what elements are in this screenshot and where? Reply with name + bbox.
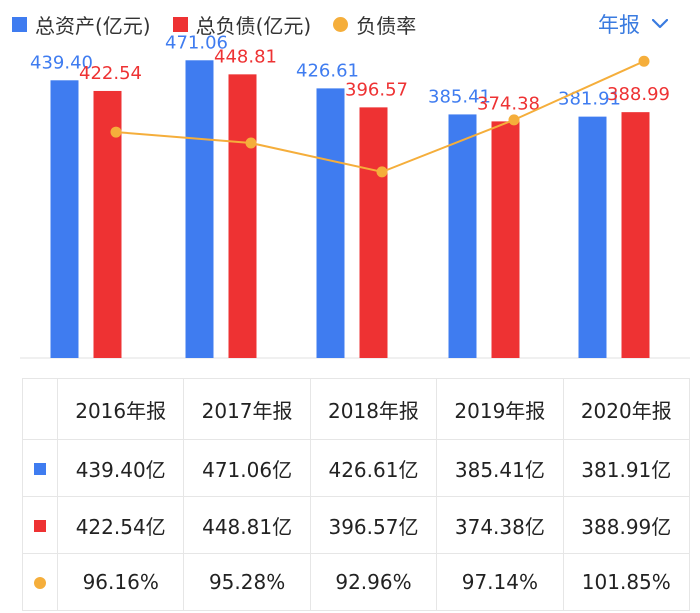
table-cell: 388.99亿 bbox=[562, 496, 691, 554]
data-label-liabilities: 448.81 bbox=[214, 46, 277, 67]
table-cell: 101.85% bbox=[562, 553, 691, 611]
row-marker-cell bbox=[22, 496, 58, 554]
row-marker-cell bbox=[22, 553, 58, 611]
table-row-ratio: 96.16% 95.28% 92.96% 97.14% 101.85% bbox=[22, 553, 691, 611]
table-header-cell: 2019年报 bbox=[436, 378, 564, 440]
table-cell: 439.40亿 bbox=[56, 439, 185, 497]
table-cell: 422.54亿 bbox=[56, 496, 185, 554]
table-cell: 448.81亿 bbox=[183, 496, 311, 554]
bar-assets-2016年报 bbox=[50, 80, 79, 359]
table-cell: 385.41亿 bbox=[436, 439, 564, 497]
bar-assets-2018年报 bbox=[316, 88, 345, 358]
ratio-point-2020年报 bbox=[638, 55, 650, 67]
data-label-assets: 426.61 bbox=[296, 60, 359, 81]
table-cell: 396.57亿 bbox=[309, 496, 438, 554]
bar-assets-2020年报 bbox=[578, 116, 607, 359]
table-row-liabilities: 422.54亿 448.81亿 396.57亿 374.38亿 388.99亿 bbox=[22, 496, 691, 554]
data-label-liabilities: 388.99 bbox=[607, 84, 670, 105]
table-cell: 92.96% bbox=[309, 553, 438, 611]
chevron-down-icon bbox=[652, 19, 668, 29]
ratio-marker-icon bbox=[34, 577, 46, 589]
table-cell: 381.91亿 bbox=[562, 439, 691, 497]
data-label-assets: 471.06 bbox=[165, 32, 228, 53]
assets-marker-icon bbox=[34, 463, 46, 475]
bar-assets-2019年报 bbox=[448, 114, 477, 358]
table-cell: 95.28% bbox=[183, 553, 311, 611]
bar-liabilities-2018年报 bbox=[359, 107, 388, 358]
data-label-assets: 385.41 bbox=[428, 86, 491, 107]
data-label-liabilities: 374.38 bbox=[477, 93, 540, 114]
bar-assets-2017年报 bbox=[185, 60, 214, 359]
ratio-point-2019年报 bbox=[508, 114, 520, 126]
legend-label-liabilities: 总负债(亿元) bbox=[195, 13, 312, 38]
ratio-point-2016年报 bbox=[110, 126, 122, 138]
data-label-liabilities: 422.54 bbox=[79, 63, 142, 84]
table-header-cell: 2017年报 bbox=[183, 378, 311, 440]
legend-item-ratio[interactable]: 负债率 bbox=[333, 10, 416, 39]
table-corner-cell bbox=[22, 378, 58, 440]
table-cell: 426.61亿 bbox=[309, 439, 438, 497]
legend-item-assets[interactable]: 总资产(亿元) bbox=[12, 10, 151, 39]
table-cell: 97.14% bbox=[436, 553, 564, 611]
period-selector-label: 年报 bbox=[598, 13, 640, 37]
chart-legend: 总资产(亿元) 总负债(亿元) 负债率 bbox=[12, 6, 438, 42]
table-header-cell: 2016年报 bbox=[56, 378, 185, 440]
ratio-point-2018年报 bbox=[376, 166, 388, 178]
legend-swatch-liabilities bbox=[172, 16, 188, 32]
data-label-assets: 439.40 bbox=[30, 52, 93, 73]
legend-label-assets: 总资产(亿元) bbox=[35, 13, 151, 38]
row-marker-cell bbox=[22, 439, 58, 497]
legend-item-liabilities[interactable]: 总负债(亿元) bbox=[172, 10, 312, 39]
table-header-row: 2016年报 2017年报 2018年报 2019年报 2020年报 bbox=[22, 378, 691, 440]
table-header-cell: 2020年报 bbox=[562, 378, 691, 440]
liabilities-marker-icon bbox=[34, 520, 46, 532]
data-label-liabilities: 396.57 bbox=[345, 79, 408, 100]
table-cell: 96.16% bbox=[56, 553, 185, 611]
legend-swatch-assets bbox=[12, 16, 27, 32]
period-selector[interactable]: 年报 bbox=[598, 6, 668, 42]
legend-label-ratio: 负债率 bbox=[356, 13, 417, 38]
table-cell: 374.38亿 bbox=[436, 496, 564, 554]
table-row-assets: 439.40亿 471.06亿 426.61亿 385.41亿 381.91亿 bbox=[22, 439, 691, 497]
data-table: 2016年报 2017年报 2018年报 2019年报 2020年报 439.4… bbox=[22, 378, 691, 611]
table-header-cell: 2018年报 bbox=[309, 378, 438, 440]
table-cell: 471.06亿 bbox=[183, 439, 311, 497]
bar-liabilities-2017年报 bbox=[228, 74, 257, 358]
legend-swatch-ratio bbox=[333, 16, 349, 32]
bar-liabilities-2020年报 bbox=[621, 112, 650, 358]
bar-liabilities-2019年报 bbox=[491, 121, 520, 358]
ratio-point-2017年报 bbox=[245, 137, 257, 149]
